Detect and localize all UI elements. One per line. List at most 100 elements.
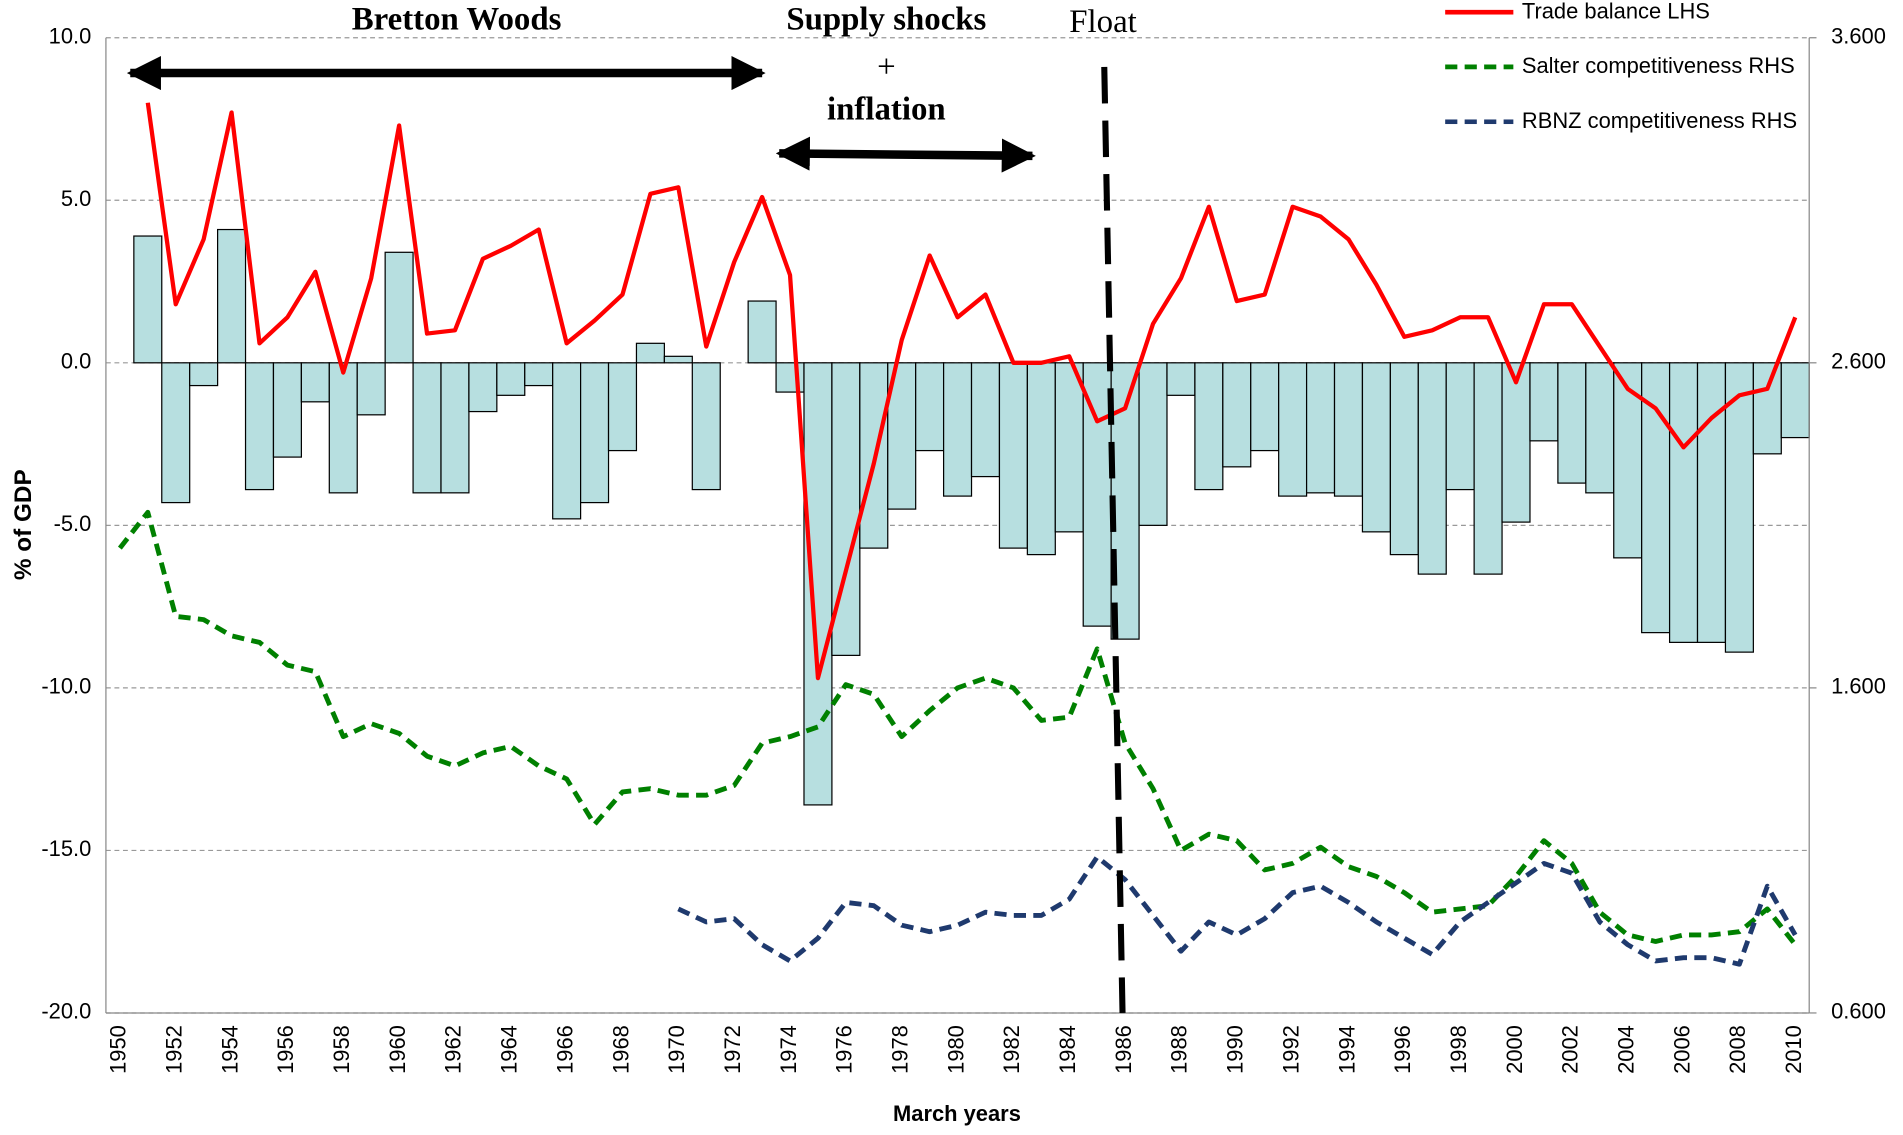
y-tick-label: 10.0 xyxy=(49,24,92,49)
x-tick-label: 1996 xyxy=(1390,1025,1415,1074)
y-tick-label: 0.0 xyxy=(61,349,91,374)
bar xyxy=(1361,362,1391,533)
x-tick-label: 2002 xyxy=(1558,1025,1583,1074)
bar xyxy=(1138,362,1168,526)
annotation: Float xyxy=(1069,4,1137,40)
bar xyxy=(1417,362,1447,575)
bar xyxy=(468,362,498,413)
bar xyxy=(775,362,805,393)
bar xyxy=(496,362,526,396)
bar xyxy=(803,362,833,806)
bar xyxy=(1752,362,1782,455)
bar xyxy=(1585,362,1615,494)
supply-shocks-arrow xyxy=(775,136,1036,173)
x-axis-title: March years xyxy=(893,1101,1021,1126)
annotation: inflation xyxy=(827,92,946,128)
x-tick-label: 1978 xyxy=(887,1025,912,1074)
bar xyxy=(747,300,777,364)
y-tick-label: -5.0 xyxy=(54,511,92,536)
bar xyxy=(384,251,414,364)
bar xyxy=(1529,362,1559,442)
y-tick-label: -10.0 xyxy=(41,674,91,699)
annotation: Bretton Woods xyxy=(352,1,562,37)
bar xyxy=(915,362,945,452)
x-tick-label: 1976 xyxy=(832,1025,857,1074)
bar xyxy=(524,362,554,387)
x-tick-label: 1964 xyxy=(497,1025,522,1074)
legend-swatch xyxy=(1445,64,1514,70)
y-tick-label: -15.0 xyxy=(41,836,91,861)
bar xyxy=(1305,362,1336,494)
bar xyxy=(161,362,191,504)
bar xyxy=(356,362,386,416)
bar xyxy=(552,362,582,520)
x-tick-label: 1994 xyxy=(1334,1025,1359,1074)
bar xyxy=(1250,362,1280,452)
bar xyxy=(328,362,358,494)
x-tick-label: 1958 xyxy=(329,1025,354,1074)
x-tick-label: 1962 xyxy=(441,1025,466,1074)
legend-label: Salter competitiveness RHS xyxy=(1521,53,1795,78)
bar xyxy=(1222,362,1252,468)
bar xyxy=(1445,362,1475,491)
y2-tick-label: 1.600 xyxy=(1831,674,1886,699)
bar xyxy=(998,362,1028,549)
lines xyxy=(117,102,1798,967)
x-tick-label: 1980 xyxy=(943,1025,968,1074)
bar xyxy=(1054,362,1084,533)
bar xyxy=(1696,362,1727,643)
x-tick-label: 1952 xyxy=(162,1025,187,1074)
line xyxy=(117,509,1798,947)
x-tick-label: 1950 xyxy=(106,1025,131,1074)
bar xyxy=(133,235,163,364)
x-tick-label: 1968 xyxy=(608,1025,633,1074)
bars xyxy=(133,228,1810,806)
legend-item: Salter competitiveness RHS xyxy=(1443,54,1808,91)
legend-label: RBNZ competitiveness RHS xyxy=(1521,108,1798,133)
bar xyxy=(635,342,665,364)
legend-swatch xyxy=(1445,119,1514,125)
x-tick-label: 1992 xyxy=(1278,1025,1303,1074)
legend-item: RBNZ competitiveness RHS xyxy=(1443,108,1808,145)
y-tick-label: -20.0 xyxy=(41,999,91,1024)
bar xyxy=(244,362,275,491)
bar xyxy=(272,362,302,458)
y2-tick-label: 2.600 xyxy=(1831,349,1886,374)
legend-item: Trade balance LHS xyxy=(1443,0,1808,36)
bar xyxy=(217,228,247,364)
annotation: + xyxy=(877,49,896,85)
bar xyxy=(1473,362,1503,575)
bar xyxy=(1501,362,1531,523)
bar xyxy=(189,362,219,387)
bar xyxy=(970,362,1001,478)
bar xyxy=(412,362,442,494)
bar xyxy=(1278,362,1308,497)
annotation: Supply shocks xyxy=(786,1,986,37)
x-tick-label: 1970 xyxy=(664,1025,689,1074)
x-tick-label: 1956 xyxy=(273,1025,298,1074)
x-tick-label: 2004 xyxy=(1613,1025,1638,1074)
x-tick-label: 1972 xyxy=(720,1025,745,1074)
x-tick-label: 1960 xyxy=(385,1025,410,1074)
bar xyxy=(300,362,330,403)
x-tick-label: 1998 xyxy=(1446,1025,1471,1074)
y2-tick-label: 0.600 xyxy=(1831,999,1886,1024)
x-tick-label: 1966 xyxy=(552,1025,577,1074)
bar xyxy=(1082,362,1112,627)
x-tick-label: 1954 xyxy=(217,1025,242,1074)
bar xyxy=(1668,362,1699,643)
bar xyxy=(1333,362,1364,497)
line xyxy=(145,102,1798,681)
x-tick-label: 2006 xyxy=(1669,1025,1694,1074)
x-tick-label: 1984 xyxy=(1055,1025,1080,1074)
y-tick-label: 5.0 xyxy=(61,186,91,211)
x-tick-label: 2010 xyxy=(1781,1025,1806,1074)
bar xyxy=(1194,362,1224,491)
bar xyxy=(607,362,638,452)
bar xyxy=(942,362,973,497)
x-tick-label: 1986 xyxy=(1111,1025,1136,1074)
bar xyxy=(1166,362,1196,396)
bar xyxy=(1557,362,1587,484)
bar xyxy=(1026,362,1056,556)
